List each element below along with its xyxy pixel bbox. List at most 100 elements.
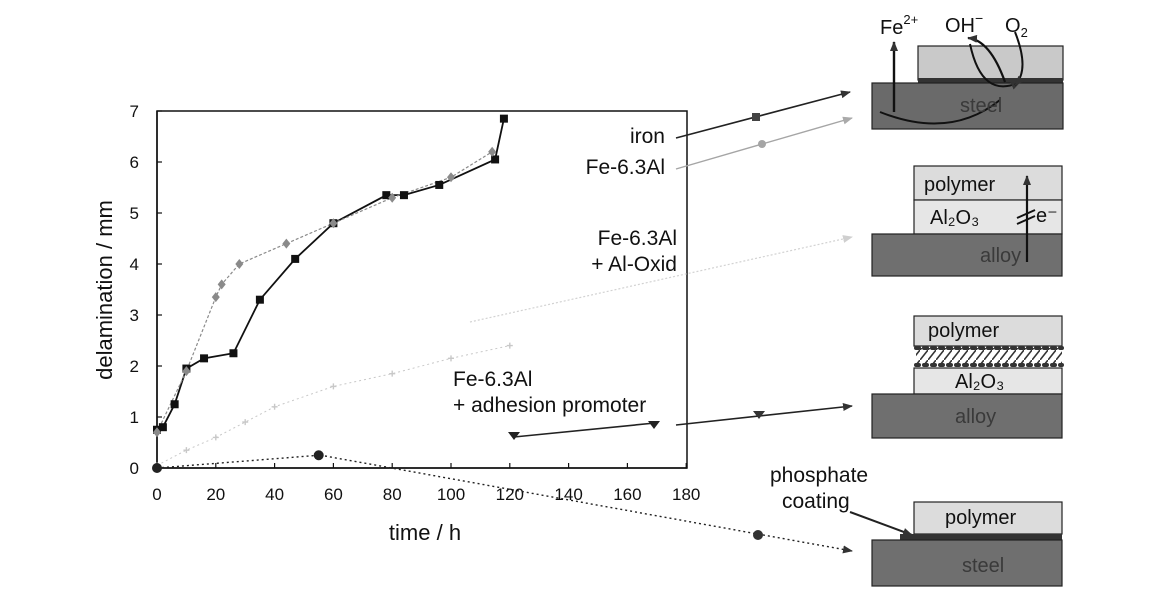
leader-promoter-marker-2 [648,421,660,429]
y-tick-label: 7 [130,102,139,121]
oh-arrow [967,34,1007,83]
data-point [329,218,338,229]
data-point [399,191,408,200]
data-point [235,259,244,269]
phosphate-substrate-label: steel [962,555,1004,577]
oxide-substrate [871,233,1063,277]
schematic-promoter: polymer Al₂O₃ alloy [871,315,1064,439]
label-promoter-2: + adhesion promoter [453,394,646,417]
o2-arrow-2 [1014,31,1025,86]
schematic-iron: steel Fe2+ OH− O2 [871,10,1064,130]
phosphate-polymer-label: polymer [945,507,1016,529]
schematic-oxide: polymer Al₂O₃ alloy e⁻ [871,165,1063,277]
promoter-substrate-label: alloy [955,406,996,428]
data-point [200,354,209,363]
data-point [447,172,455,183]
data-point [282,238,291,249]
y-tick-label: 0 [130,459,139,478]
leader-phosphate-marker [753,530,763,540]
leader-promoter-right [675,402,853,426]
o2-arrow [969,43,1021,90]
series-line [156,454,319,469]
x-tick-label: 180 [672,485,700,504]
leader-promoter-marker-3 [753,411,765,419]
data-point [435,180,444,189]
oxide-polymer [913,165,1063,201]
oxide-substrate-label: alloy [980,245,1021,267]
oh-charge: − [975,10,983,26]
data-point [242,419,249,426]
data-point [153,427,161,438]
data-point [182,366,191,377]
label-promoter-1: Fe-6.3Al [453,368,532,391]
data-point [382,191,391,200]
y-tick-label: 3 [130,306,139,325]
data-point [212,434,219,441]
fe-ion-symbol: Fe [880,17,903,39]
label-iron: iron [630,125,665,148]
fe-ion-charge: 2+ [903,12,918,27]
oxide-layer [913,199,1063,235]
leader-iron [675,90,851,139]
data-point [506,342,513,349]
y-tick-label: 5 [130,204,139,223]
o2-subscript: 2 [1021,25,1028,40]
data-point [271,403,278,410]
electron-block-2 [1016,215,1036,225]
y-tick-label: 6 [130,153,139,172]
leader-promoter [513,422,656,438]
label-fe: Fe-6.3Al [586,156,665,179]
x-ticks: 0 20 40 60 80 100 120 140 160 180 [152,463,700,504]
y-tick-label: 1 [130,408,139,427]
data-point [491,155,500,164]
data-point [448,355,454,362]
data-point [313,450,324,461]
phosphate-polymer [913,501,1063,535]
promoter-oxide-label: Al₂O₃ [955,371,1004,393]
promoter-polymer-label: polymer [928,320,999,342]
electron-label: e⁻ [1036,205,1058,227]
oxide-polymer-label: polymer [924,174,995,196]
data-point [499,114,508,123]
leader-fe-marker [758,140,766,148]
iron-interface [918,78,1063,83]
oh-symbol: OH [945,15,975,37]
oxide-layer-label: Al₂O₃ [930,207,979,229]
series-markers [152,114,513,473]
promoter-polymer [913,315,1063,347]
x-tick-label: 120 [496,485,524,504]
data-point [158,423,167,432]
leader-oxid [469,235,853,323]
data-point [170,400,179,409]
x-tick-label: 140 [554,485,582,504]
o2-symbol: O [1005,15,1021,37]
y-tick-label: 2 [130,357,139,376]
data-point [388,192,397,203]
label-oxid-2: + Al-Oxid [591,253,677,276]
y-axis-label: delamination / mm [92,200,117,380]
series-line [156,151,493,433]
leaders [324,90,853,554]
x-tick-label: 100 [437,485,465,504]
iron-current-path [879,99,1001,125]
x-tick-label: 160 [613,485,641,504]
promoter-substrate [871,393,1063,439]
x-tick-label: 40 [265,485,284,504]
leader-phosphate [324,455,853,554]
label-oxid-1: Fe-6.3Al [598,227,677,250]
schematic-phosphate: polymer steel [871,501,1063,587]
o2-label: O2 [1005,15,1028,40]
x-tick-label: 80 [383,485,402,504]
y-tick-label: 4 [130,255,139,274]
series-line [156,118,505,431]
data-point [488,146,497,157]
x-tick-label: 60 [324,485,343,504]
label-phosphate-2: coating [782,490,850,513]
electron-block-1 [1016,209,1036,219]
phosphate-layer [900,534,1062,540]
phosphate-substrate [871,539,1063,587]
iron-substrate-label: steel [960,95,1002,117]
x-axis-label: time / h [389,520,461,545]
leader-iron-marker [752,113,760,121]
